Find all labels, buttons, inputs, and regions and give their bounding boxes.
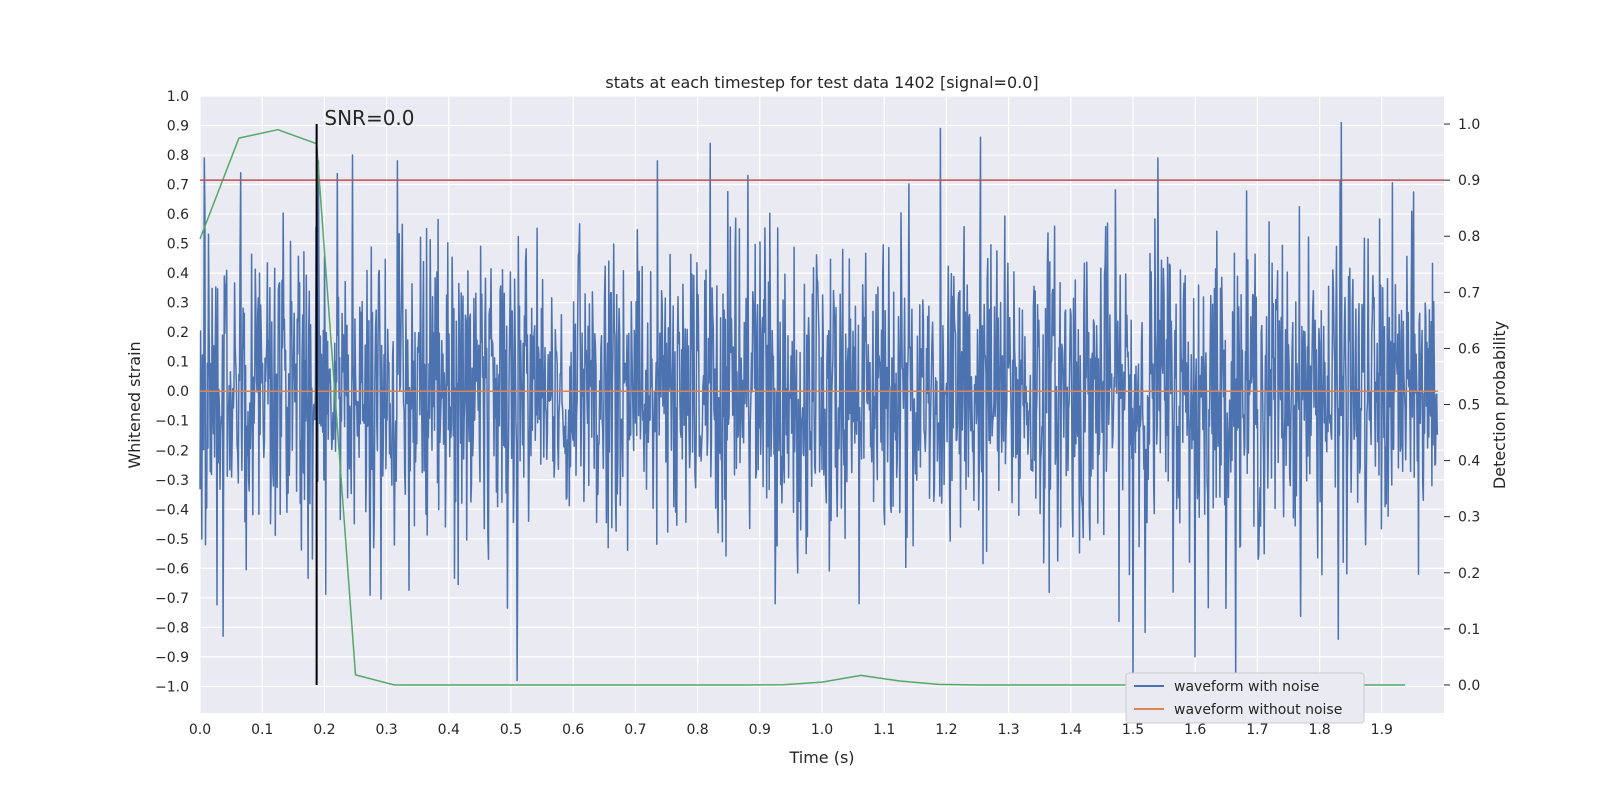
x-tick-label: 1.3 [997,722,1019,738]
legend-box [1125,672,1365,724]
x-tick-label: 1.1 [873,722,895,738]
y-right-tick-label: 0.1 [1458,622,1480,638]
x-tick-label: 1.8 [1308,722,1330,738]
y-right-tick-label: 0.3 [1458,510,1480,526]
y-right-tick-label: 0.6 [1458,341,1480,357]
y-left-tick-label: −0.7 [155,591,189,607]
y-left-tick-label: −0.8 [155,620,189,636]
x-tick-label: 1.0 [811,722,833,738]
y-right-tick-label: 0.9 [1458,173,1480,189]
x-tick-label: 1.7 [1246,722,1268,738]
y-left-tick-label: 0.3 [167,296,189,312]
y-right-tick-label: 0.5 [1458,398,1480,414]
x-axis-label: Time (s) [788,748,854,767]
x-tick-label: 0.9 [749,722,771,738]
x-tick-label: 0.3 [375,722,397,738]
y-left-tick-label: −0.5 [155,532,189,548]
y-left-tick-label: 0.4 [167,266,189,282]
x-tick-label: 0.5 [500,722,522,738]
y-left-tick-label: −0.2 [155,443,189,459]
y-right-tick-label: 0.2 [1458,566,1480,582]
x-ticks: 0.0 0.1 0.2 0.3 0.4 0.5 0.6 0.7 0.8 0.9 1.0 1.1 1.2 1… [189,722,1393,738]
y-left-tick-label: −1.0 [155,679,189,695]
y-right-tick-label: 0.4 [1458,454,1480,470]
x-tick-label: 0.7 [624,722,646,738]
chart-title: stats at each timestep for test data 140… [605,73,1038,92]
y-right-tick-label: 0.0 [1458,678,1480,694]
y-right-tick-label: 1.0 [1458,117,1480,133]
y-right-axis-label: Detection probability [1490,321,1509,489]
y-left-tick-label: −0.6 [155,561,189,577]
y-left-tick-label: 0.9 [167,119,189,135]
x-tick-label: 0.2 [313,722,335,738]
y-left-tick-label: 0.8 [167,148,189,164]
y-left-tick-label: 0.5 [167,237,189,253]
y-left-tick-label: 0.7 [167,178,189,194]
y-left-tick-label: −0.1 [155,414,189,430]
y-left-tick-label: 1.0 [167,89,189,105]
x-tick-label: 1.9 [1371,722,1393,738]
y-left-tick-label: 0.6 [167,207,189,223]
x-tick-label: 0.8 [686,722,708,738]
y-left-tick-label: 0.0 [167,384,189,400]
legend-label-clean: waveform without noise [1174,702,1342,718]
x-tick-label: 1.5 [1122,722,1144,738]
legend-label-noise: waveform with noise [1174,679,1319,695]
x-tick-label: 0.0 [189,722,211,738]
y-left-tick-label: 0.2 [167,325,189,341]
y-right-tick-label: 0.8 [1458,229,1480,245]
x-tick-label: 1.2 [935,722,957,738]
y-right-ticks: 1.0 0.9 0.8 0.7 0.6 0.5 0.4 0.3 0.2 0.1 0.0 [1444,117,1480,694]
y-right-tick-label: 0.7 [1458,285,1480,301]
y-left-ticks: 1.0 0.9 0.8 0.7 0.6 0.5 0.4 0.3 0.2 0.1 0.0 −0.1 −0.… [155,89,189,695]
x-tick-label: 0.4 [438,722,460,738]
y-left-tick-label: −0.3 [155,473,189,489]
y-left-tick-label: 0.1 [167,355,189,371]
snr-annotation: SNR=0.0 [324,106,414,130]
x-tick-label: 0.6 [562,722,584,738]
y-left-tick-label: −0.4 [155,502,189,518]
x-tick-label: 1.4 [1060,722,1082,738]
x-tick-label: 0.1 [251,722,273,738]
y-left-tick-label: −0.9 [155,650,189,666]
legend: waveform with noise waveform without noi… [1125,672,1365,724]
y-left-axis-label: Whitened strain [125,341,144,468]
series-line-waveform-with-noise [199,121,1439,688]
x-tick-label: 1.6 [1184,722,1206,738]
